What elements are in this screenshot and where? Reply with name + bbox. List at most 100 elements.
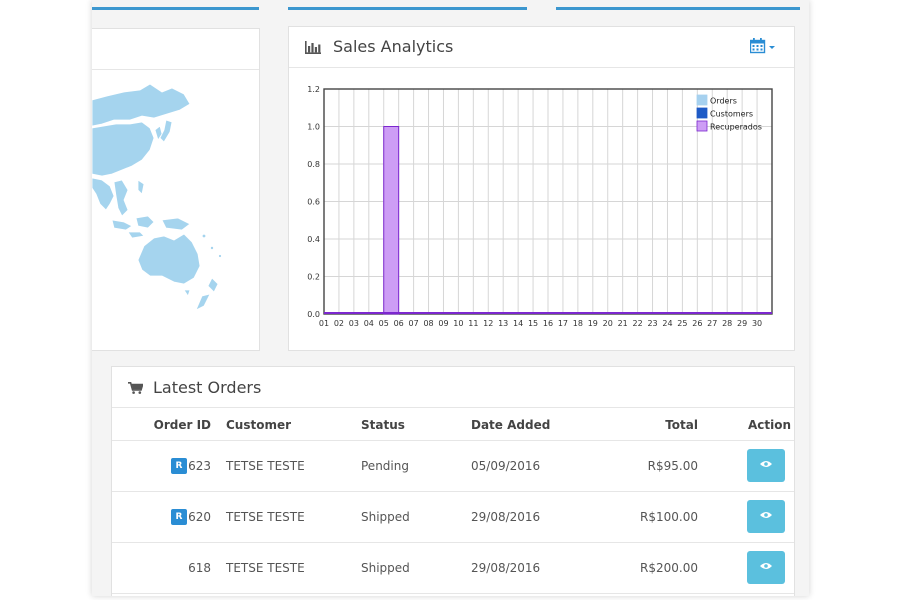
x-tick-label: 29 bbox=[737, 319, 747, 328]
caret-down-icon bbox=[769, 46, 775, 49]
legend-swatch bbox=[696, 107, 708, 119]
legend-swatch bbox=[696, 120, 708, 132]
map-region-philippines bbox=[137, 179, 145, 195]
map-region-russia bbox=[92, 83, 191, 127]
header-action: Action bbox=[748, 418, 792, 432]
map-region-japan bbox=[159, 119, 173, 143]
order-total: R$200.00 bbox=[640, 561, 698, 575]
x-tick-label: 08 bbox=[423, 319, 433, 328]
legend-label: Recuperados bbox=[710, 123, 762, 132]
order-date: 29/08/2016 bbox=[471, 561, 541, 575]
y-tick-label: 0.0 bbox=[307, 310, 320, 319]
table-row: 618 TETSE TESTE Shipped 29/08/2016 R$200… bbox=[112, 543, 794, 594]
top-accent-bar bbox=[556, 7, 800, 10]
map-region-new-zealand bbox=[207, 277, 219, 293]
world-map[interactable] bbox=[92, 70, 259, 350]
x-tick-label: 10 bbox=[453, 319, 463, 328]
eye-icon bbox=[760, 512, 772, 518]
order-date: 29/08/2016 bbox=[471, 510, 541, 524]
map-region-indochina bbox=[113, 179, 129, 217]
sales-analytics-chart: 0.0 0.2 0.4 0.6 0.8 1.0 1.2 01 02 03 04 05 06 07 08 09 1… bbox=[307, 85, 773, 328]
map-region-southeast-asia bbox=[92, 177, 115, 211]
map-region-indonesia bbox=[135, 215, 155, 229]
cart-icon bbox=[128, 382, 143, 394]
order-customer: TETSE TESTE bbox=[226, 561, 305, 575]
top-accent-bar bbox=[92, 7, 259, 10]
x-tick-label: 16 bbox=[543, 319, 553, 328]
order-total: R$100.00 bbox=[640, 510, 698, 524]
latest-orders-header: Latest Orders bbox=[112, 367, 794, 408]
y-tick-label: 0.2 bbox=[307, 273, 320, 282]
order-status: Shipped bbox=[361, 510, 410, 524]
view-order-button[interactable] bbox=[747, 500, 785, 533]
y-tick-label: 1.0 bbox=[307, 123, 320, 132]
header-date-added[interactable]: Date Added bbox=[471, 418, 551, 432]
legend-label: Customers bbox=[710, 110, 753, 119]
order-id: 618 bbox=[188, 561, 211, 575]
map-region-australia bbox=[137, 233, 201, 285]
x-tick-label: 22 bbox=[633, 319, 643, 328]
latest-orders-panel: Latest Orders Order ID Customer Status D… bbox=[111, 366, 795, 596]
view-order-button[interactable] bbox=[747, 449, 785, 482]
latest-orders-title: Latest Orders bbox=[153, 378, 262, 397]
x-tick-label: 21 bbox=[618, 319, 628, 328]
sales-analytics-title: Sales Analytics bbox=[333, 37, 454, 56]
date-range-dropdown[interactable] bbox=[749, 38, 778, 58]
view-order-button[interactable] bbox=[747, 551, 785, 584]
legend-swatch bbox=[696, 94, 708, 106]
table-row: R 620 TETSE TESTE Shipped 29/08/2016 R$1… bbox=[112, 492, 794, 543]
recovered-badge: R bbox=[171, 458, 187, 474]
y-tick-label: 0.4 bbox=[307, 235, 320, 244]
x-tick-label: 06 bbox=[394, 319, 404, 328]
order-status: Shipped bbox=[361, 561, 410, 575]
orders-table-header: Order ID Customer Status Date Added Tota… bbox=[112, 408, 794, 441]
world-map-header bbox=[92, 29, 259, 70]
order-customer: TETSE TESTE bbox=[226, 459, 305, 473]
x-tick-label: 04 bbox=[364, 319, 374, 328]
x-tick-label: 26 bbox=[692, 319, 702, 328]
order-status: Pending bbox=[361, 459, 409, 473]
dashboard-frame: Sales Analytics 0.0 0.2 0.4 0.6 0.8 1.0 1.2 01 0… bbox=[92, 0, 809, 596]
x-tick-label: 09 bbox=[438, 319, 448, 328]
order-id: 623 bbox=[188, 459, 211, 473]
top-accent-bar bbox=[288, 7, 527, 10]
sales-analytics-header: Sales Analytics bbox=[289, 27, 794, 68]
map-region-new-guinea bbox=[161, 217, 191, 231]
legend-label: Orders bbox=[710, 97, 737, 106]
x-tick-label: 15 bbox=[528, 319, 538, 328]
x-tick-label: 28 bbox=[722, 319, 732, 328]
x-tick-label: 24 bbox=[662, 319, 672, 328]
header-total[interactable]: Total bbox=[665, 418, 698, 432]
header-status[interactable]: Status bbox=[361, 418, 405, 432]
x-tick-label: 14 bbox=[513, 319, 523, 328]
x-tick-label: 02 bbox=[334, 319, 344, 328]
map-region-indonesia bbox=[111, 219, 133, 231]
x-tick-label: 13 bbox=[498, 319, 508, 328]
x-tick-label: 18 bbox=[573, 319, 583, 328]
order-customer: TETSE TESTE bbox=[226, 510, 305, 524]
sales-analytics-panel: Sales Analytics 0.0 0.2 0.4 0.6 0.8 1.0 1.2 01 0… bbox=[288, 26, 795, 351]
x-tick-label: 12 bbox=[483, 319, 493, 328]
header-order-id[interactable]: Order ID bbox=[153, 418, 211, 432]
x-tick-label: 03 bbox=[349, 319, 359, 328]
x-tick-label: 27 bbox=[707, 319, 717, 328]
y-tick-label: 0.6 bbox=[307, 198, 320, 207]
order-total: R$95.00 bbox=[647, 459, 698, 473]
eye-icon bbox=[760, 563, 772, 569]
x-tick-label: 20 bbox=[603, 319, 613, 328]
x-tick-label: 19 bbox=[588, 319, 598, 328]
x-tick-label: 23 bbox=[647, 319, 657, 328]
x-tick-label: 25 bbox=[677, 319, 687, 328]
order-date: 05/09/2016 bbox=[471, 459, 541, 473]
x-tick-label: 05 bbox=[379, 319, 389, 328]
y-tick-label: 0.8 bbox=[307, 160, 320, 169]
header-customer[interactable]: Customer bbox=[226, 418, 292, 432]
calendar-icon bbox=[749, 38, 775, 54]
world-map-panel bbox=[92, 28, 260, 351]
bar-chart-icon bbox=[305, 41, 321, 54]
x-tick-label: 07 bbox=[409, 319, 419, 328]
recovered-badge: R bbox=[171, 509, 187, 525]
x-tick-label: 17 bbox=[558, 319, 568, 328]
map-region-china bbox=[92, 121, 155, 177]
x-tick-label: 30 bbox=[752, 319, 762, 328]
